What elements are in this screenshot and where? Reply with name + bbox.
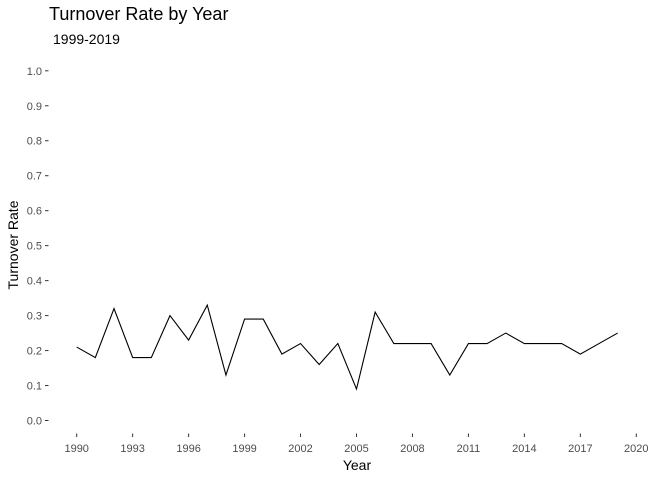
x-tick-label: 1990 [64,443,88,455]
x-tick-label: 2011 [457,443,481,455]
x-tick-label: 2008 [400,443,424,455]
y-tick-label: 0.1 [27,381,42,393]
x-tick-label: 2005 [344,443,368,455]
y-tick-label: 1.0 [27,66,42,78]
y-tick-label: 0.7 [27,171,42,183]
y-tick-label: 0.5 [27,241,42,253]
x-tick-label: 2017 [568,443,592,455]
x-tick-label: 1993 [120,443,144,455]
y-tick-label: 0.2 [27,346,42,358]
y-axis: 0.0 0.1 0.2 0.3 0.4 0.5 0.6 0.7 0.8 0.9 1.0 [27,66,49,428]
x-axis: 1990 1993 1996 1999 2002 2005 2008 2011 2014 2017… [64,433,649,455]
x-tick-label: 2002 [288,443,312,455]
y-tick-label: 0.8 [27,136,42,148]
y-tick-label: 0.0 [27,416,42,428]
y-axis-title: Turnover Rate [5,200,21,289]
y-tick-label: 0.6 [27,206,42,218]
y-tick-label: 0.4 [27,276,42,288]
y-tick-label: 0.9 [27,101,42,113]
x-tick-label: 1999 [232,443,256,455]
x-tick-label: 2020 [624,443,648,455]
chart-subtitle: 1999-2019 [53,31,120,47]
chart-title: Turnover Rate by Year [49,4,229,24]
x-tick-label: 2014 [512,443,536,455]
series-line [76,303,618,391]
x-axis-title: Year [343,457,372,473]
y-tick-label: 0.3 [27,311,42,323]
x-tick-label: 1996 [176,443,200,455]
